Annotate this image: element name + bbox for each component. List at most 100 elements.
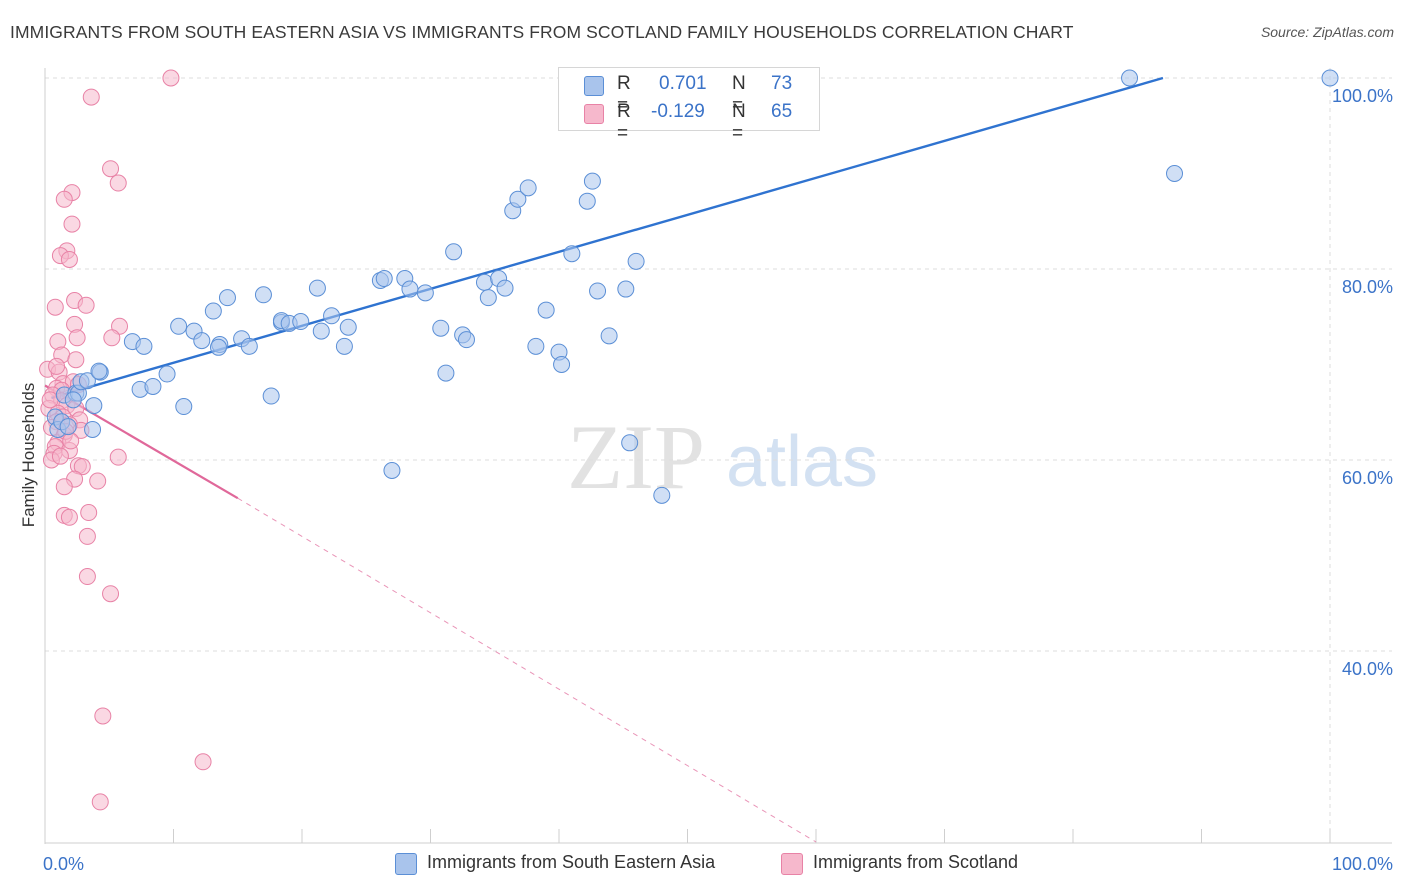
point-scotland[interactable] <box>63 215 81 233</box>
point-south-eastern-asia[interactable] <box>627 252 645 270</box>
point-south-eastern-asia[interactable] <box>375 270 393 288</box>
point-scotland[interactable] <box>109 174 127 192</box>
point-south-eastern-asia[interactable] <box>496 279 514 297</box>
point-south-eastern-asia[interactable] <box>90 362 108 380</box>
point-scotland[interactable] <box>48 357 66 375</box>
point-south-eastern-asia[interactable] <box>437 364 455 382</box>
point-south-eastern-asia[interactable] <box>519 179 537 197</box>
point-south-eastern-asia[interactable] <box>204 302 222 320</box>
point-south-eastern-asia[interactable] <box>262 387 280 405</box>
point-south-eastern-asia[interactable] <box>339 318 357 336</box>
point-south-eastern-asia[interactable] <box>617 280 635 298</box>
point-south-eastern-asia[interactable] <box>335 337 353 355</box>
point-south-eastern-asia[interactable] <box>445 243 463 261</box>
point-south-eastern-asia[interactable] <box>323 307 341 325</box>
point-south-eastern-asia[interactable] <box>479 289 497 307</box>
n-label: N = <box>732 73 746 116</box>
point-scotland[interactable] <box>103 329 121 347</box>
point-scotland[interactable] <box>102 160 120 178</box>
point-south-eastern-asia[interactable] <box>583 172 601 190</box>
legend-label: Immigrants from Scotland <box>813 852 1019 872</box>
point-south-eastern-asia[interactable] <box>193 332 211 350</box>
trend-line-scotland-extension <box>237 497 817 843</box>
watermark-zip: ZIP <box>567 406 705 508</box>
point-scotland[interactable] <box>89 472 107 490</box>
point-south-eastern-asia[interactable] <box>416 284 434 302</box>
point-south-eastern-asia[interactable] <box>1321 69 1339 87</box>
point-south-eastern-asia[interactable] <box>475 273 493 291</box>
point-south-eastern-asia[interactable] <box>308 279 326 297</box>
pink-swatch <box>781 853 803 875</box>
point-south-eastern-asia[interactable] <box>1166 165 1184 182</box>
point-south-eastern-asia[interactable] <box>553 356 571 373</box>
point-south-eastern-asia[interactable] <box>240 337 258 355</box>
point-south-eastern-asia[interactable] <box>170 317 188 335</box>
x-tick-label: 0.0% <box>43 854 84 874</box>
point-scotland[interactable] <box>194 753 212 771</box>
point-scotland[interactable] <box>41 391 59 409</box>
point-south-eastern-asia[interactable] <box>175 398 193 416</box>
point-south-eastern-asia[interactable] <box>563 245 581 263</box>
point-south-eastern-asia[interactable] <box>457 331 475 349</box>
point-south-eastern-asia[interactable] <box>1121 69 1139 87</box>
point-scotland[interactable] <box>51 447 69 465</box>
point-scotland[interactable] <box>78 568 96 586</box>
point-scotland[interactable] <box>73 458 91 476</box>
point-south-eastern-asia[interactable] <box>578 192 596 210</box>
chart-title: IMMIGRANTS FROM SOUTH EASTERN ASIA VS IM… <box>10 22 1074 42</box>
point-south-eastern-asia[interactable] <box>401 280 419 298</box>
point-south-eastern-asia[interactable] <box>209 338 227 356</box>
point-south-eastern-asia[interactable] <box>383 462 401 480</box>
data-points[interactable] <box>39 69 1339 811</box>
point-south-eastern-asia[interactable] <box>78 372 96 390</box>
point-south-eastern-asia[interactable] <box>312 322 330 340</box>
point-south-eastern-asia[interactable] <box>600 327 618 345</box>
n-label: N = <box>732 101 746 144</box>
point-scotland[interactable] <box>102 585 120 603</box>
point-scotland[interactable] <box>60 250 78 268</box>
point-south-eastern-asia[interactable] <box>135 337 153 355</box>
point-scotland[interactable] <box>162 69 180 87</box>
axes <box>44 68 1392 844</box>
pink-swatch <box>584 104 604 124</box>
point-scotland[interactable] <box>46 298 64 316</box>
point-south-eastern-asia[interactable] <box>432 319 450 337</box>
point-south-eastern-asia[interactable] <box>589 282 607 300</box>
point-south-eastern-asia[interactable] <box>653 486 671 504</box>
point-scotland[interactable] <box>80 504 98 522</box>
point-scotland[interactable] <box>68 329 86 347</box>
gridlines <box>45 68 1392 842</box>
r-value: -0.129 <box>651 101 705 122</box>
r-label: R = <box>617 101 631 144</box>
point-south-eastern-asia[interactable] <box>509 190 527 208</box>
x-tick-label: 100.0% <box>1332 854 1393 874</box>
point-scotland[interactable] <box>94 707 112 725</box>
watermark-atlas: atlas <box>726 422 878 502</box>
point-south-eastern-asia[interactable] <box>527 337 545 355</box>
point-south-eastern-asia[interactable] <box>59 418 77 436</box>
point-scotland[interactable] <box>91 793 109 811</box>
point-south-eastern-asia[interactable] <box>292 313 310 331</box>
blue-swatch <box>584 76 604 96</box>
point-south-eastern-asia[interactable] <box>537 301 555 319</box>
point-south-eastern-asia[interactable] <box>144 377 162 395</box>
point-south-eastern-asia[interactable] <box>84 420 102 438</box>
point-scotland[interactable] <box>62 432 80 450</box>
point-scotland[interactable] <box>60 508 78 526</box>
point-south-eastern-asia[interactable] <box>158 365 176 383</box>
point-scotland[interactable] <box>67 351 85 369</box>
point-south-eastern-asia[interactable] <box>218 289 236 307</box>
point-south-eastern-asia[interactable] <box>621 434 639 452</box>
r-label: R = <box>617 73 631 116</box>
point-scotland[interactable] <box>77 296 95 314</box>
point-south-eastern-asia[interactable] <box>254 286 272 304</box>
point-scotland[interactable] <box>109 448 127 466</box>
point-south-eastern-asia[interactable] <box>64 391 82 409</box>
y-tick-labels: 40.0% 60.0% 80.0% 100.0% <box>1332 86 1393 679</box>
point-south-eastern-asia[interactable] <box>85 397 103 415</box>
point-scotland[interactable] <box>55 190 73 208</box>
point-scotland[interactable] <box>78 527 96 545</box>
point-scotland[interactable] <box>82 88 100 106</box>
point-scotland[interactable] <box>55 478 73 496</box>
